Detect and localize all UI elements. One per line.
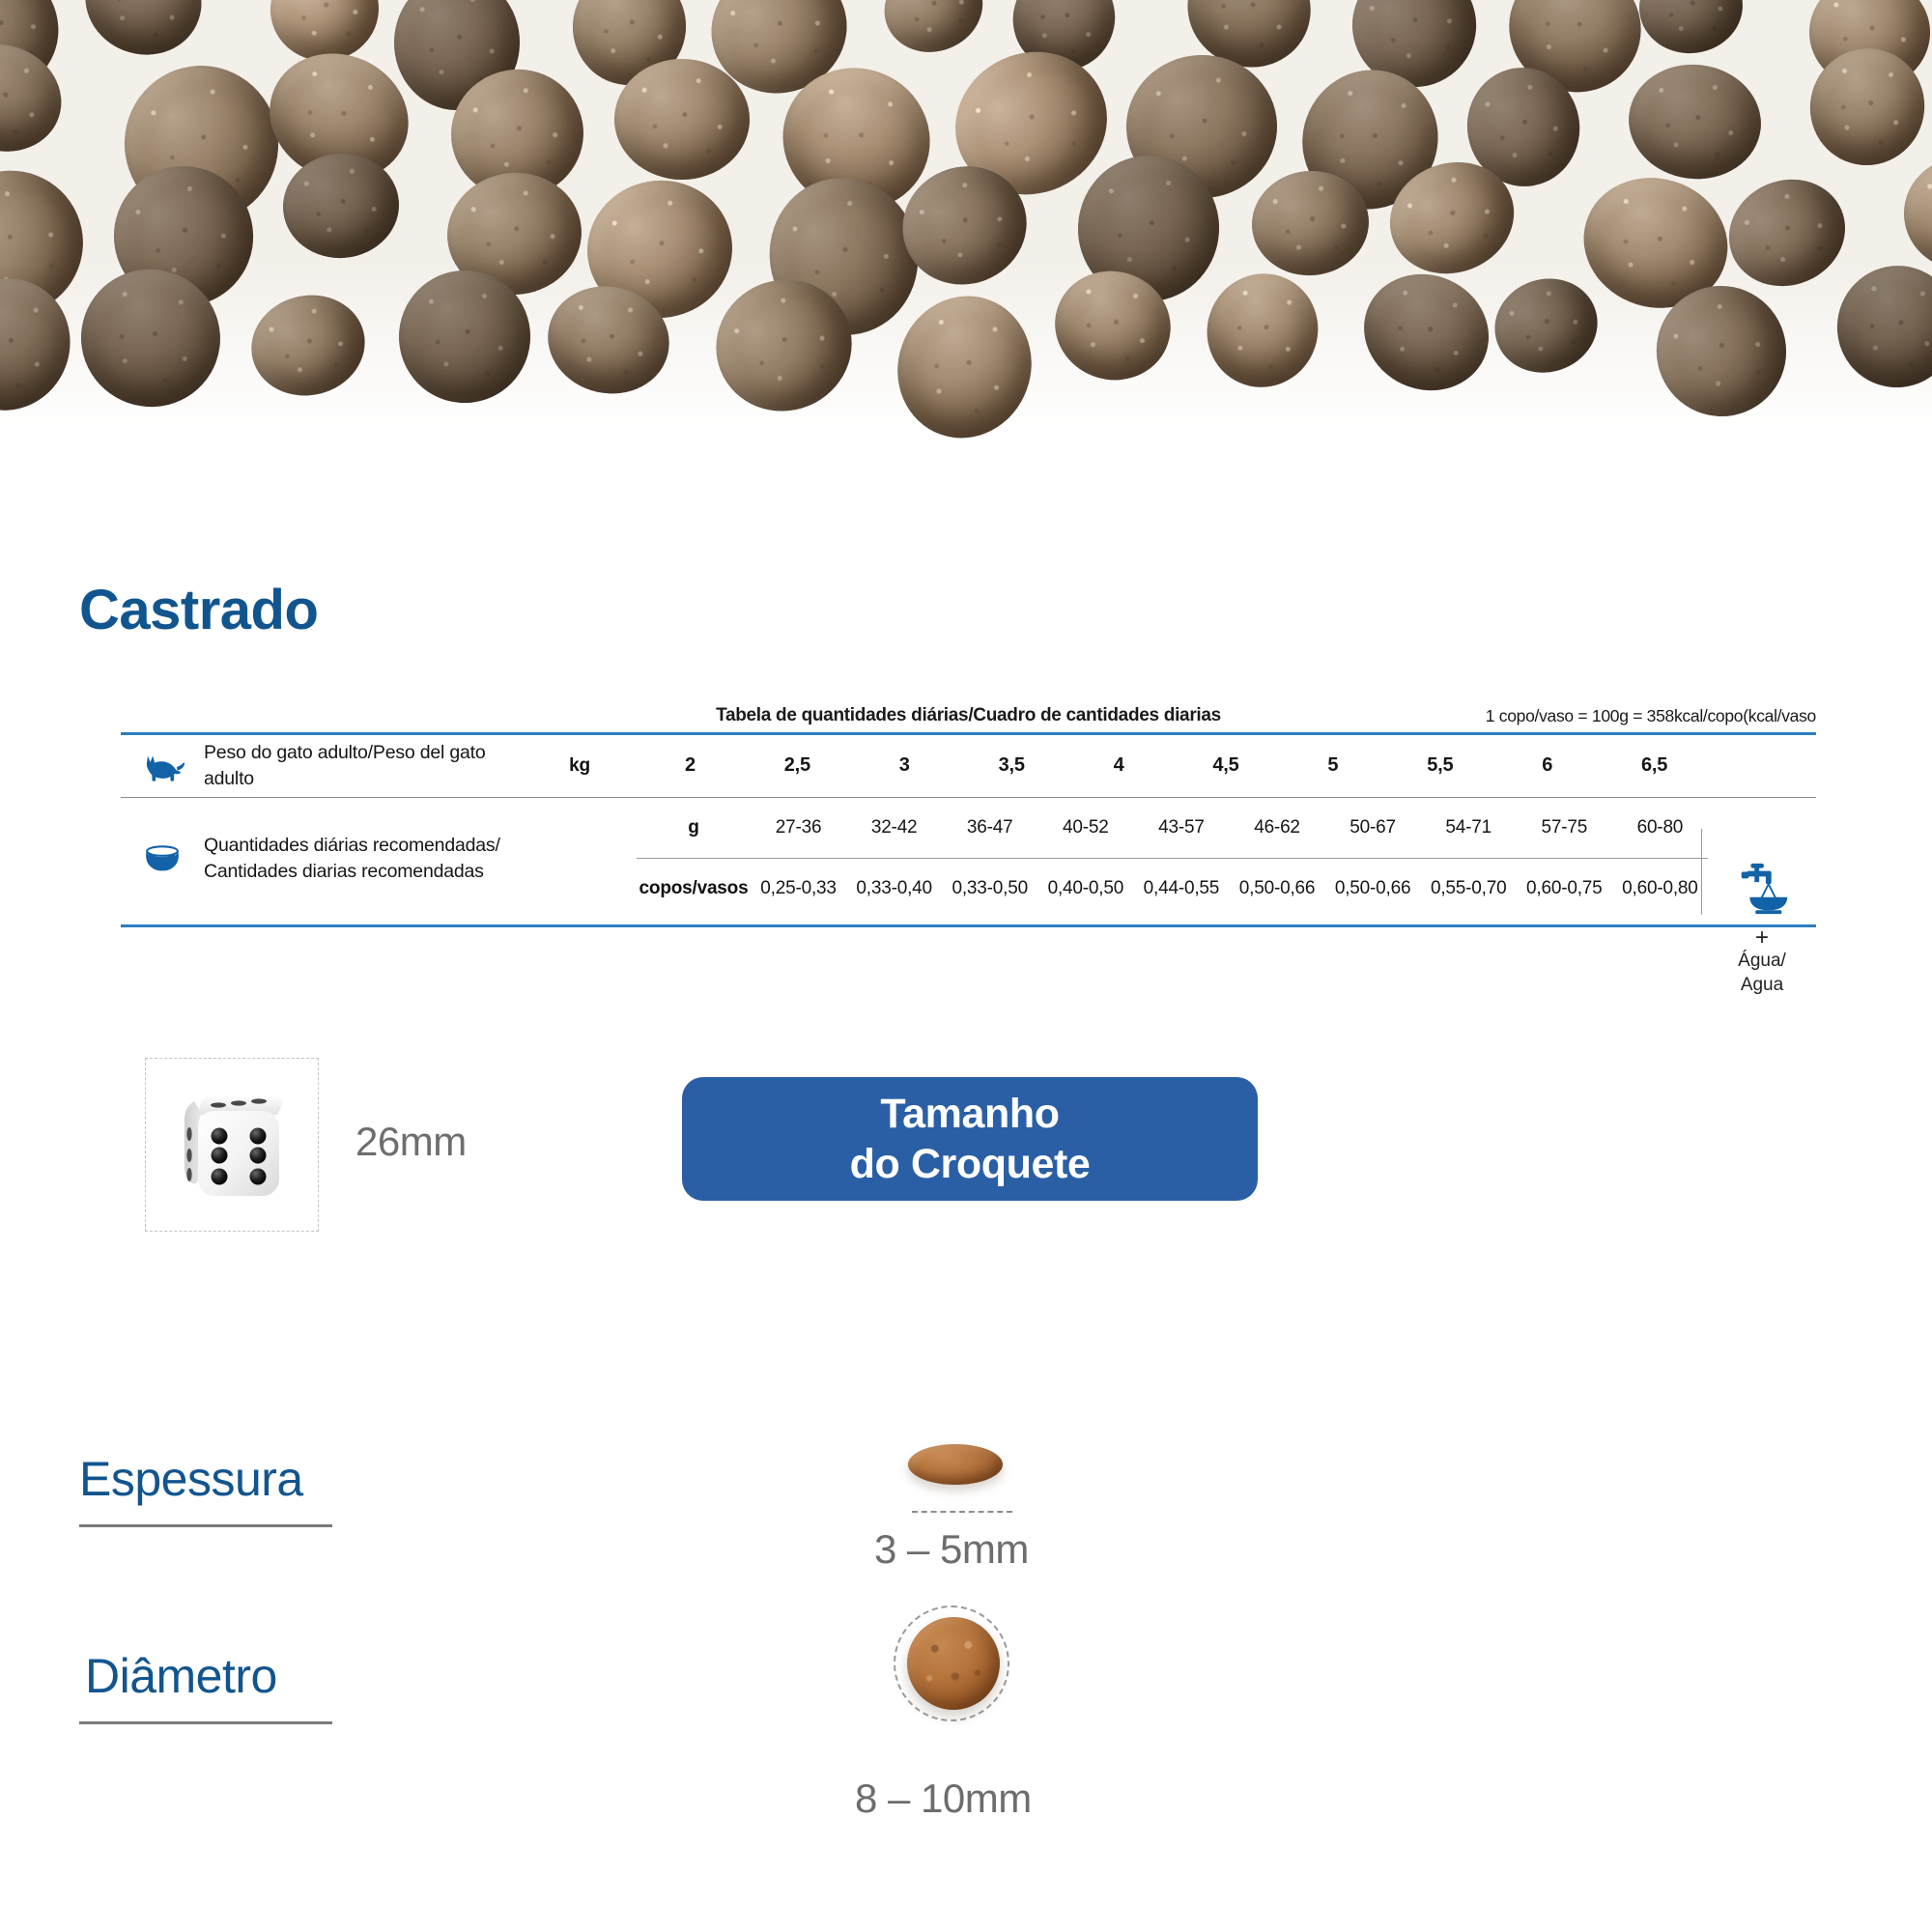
table-header-conversion: 1 copo/vaso = 100g = 358kcal/copo(kcal/v… bbox=[1485, 706, 1817, 725]
table-row-weight: Peso do gato adulto/Peso del gato adulto… bbox=[121, 735, 1816, 797]
water-column: + Água/ Agua bbox=[1708, 858, 1816, 997]
kibble-top-icon bbox=[907, 1617, 1000, 1710]
kibble-piece bbox=[1822, 250, 1932, 403]
food-bowl-icon bbox=[121, 842, 204, 875]
faucet-bowl-icon bbox=[1732, 858, 1792, 923]
grams-value: 54-71 bbox=[1445, 817, 1492, 838]
thickness-label: Espessura bbox=[79, 1452, 303, 1506]
kibble-texture bbox=[0, 0, 1932, 483]
cups-value: 0,44-0,55 bbox=[1143, 878, 1220, 899]
table-mid-rule bbox=[121, 796, 1816, 799]
water-label-line2: Agua bbox=[1740, 974, 1784, 995]
dice-reference-box bbox=[145, 1058, 319, 1232]
cups-value: 0,40-0,50 bbox=[1047, 878, 1124, 899]
weight-value: 2 bbox=[684, 754, 696, 776]
thickness-dash-line bbox=[912, 1511, 1012, 1513]
kibble-piece bbox=[870, 0, 996, 68]
amount-values-stack: g 27-36 32-42 36-47 40-52 43-57 46-62 50… bbox=[637, 798, 1816, 919]
grams-value: 46-62 bbox=[1254, 817, 1300, 838]
grams-value: 57-75 bbox=[1541, 817, 1588, 838]
table-top-rule bbox=[121, 732, 1816, 735]
cups-value: 0,50-0,66 bbox=[1238, 878, 1316, 899]
kibble-piece bbox=[70, 0, 216, 71]
cups-value: 0,55-0,70 bbox=[1430, 878, 1507, 899]
weight-value: 3 bbox=[898, 754, 910, 776]
grams-value: 27-36 bbox=[775, 817, 822, 838]
water-label: Água/ Agua bbox=[1738, 950, 1786, 997]
grams-value: 50-67 bbox=[1350, 817, 1396, 838]
kibble-piece bbox=[1622, 57, 1767, 186]
thickness-underline bbox=[79, 1524, 332, 1527]
weight-value: 4,5 bbox=[1212, 754, 1239, 776]
kibble-piece bbox=[1483, 265, 1610, 386]
dice-size-caption: 26mm bbox=[355, 1119, 467, 1164]
cups-value: 0,50-0,66 bbox=[1334, 878, 1411, 899]
weight-value: 5,5 bbox=[1427, 754, 1454, 776]
cat-icon bbox=[121, 750, 204, 782]
thickness-value: 3 – 5mm bbox=[874, 1526, 1029, 1572]
page-title: Castrado bbox=[79, 579, 319, 641]
water-plus-sign: + bbox=[1754, 924, 1769, 952]
dice-six-icon bbox=[177, 1086, 293, 1204]
kibble-piece bbox=[241, 283, 376, 408]
table-header: Tabela de quantidades diárias/Cuadro de … bbox=[121, 703, 1816, 732]
weight-value: 6 bbox=[1542, 754, 1553, 776]
weight-value: 6,5 bbox=[1641, 754, 1668, 776]
kibble-piece bbox=[613, 58, 751, 181]
diameter-value: 8 – 10mm bbox=[855, 1776, 1032, 1821]
kibble-side-icon bbox=[908, 1444, 1003, 1485]
diameter-underline bbox=[79, 1721, 332, 1724]
grams-value: 40-52 bbox=[1063, 817, 1109, 838]
grams-value: 32-42 bbox=[870, 817, 918, 838]
kibble-size-button[interactable]: Tamanho do Croquete bbox=[682, 1077, 1258, 1201]
kibble-piece bbox=[1712, 162, 1861, 305]
kibble-size-button-line2: do Croquete bbox=[849, 1141, 1091, 1187]
diameter-label: Diâmetro bbox=[85, 1649, 277, 1703]
hero-kibble-photo bbox=[0, 0, 1932, 483]
kibble-size-button-line1: Tamanho bbox=[880, 1090, 1060, 1137]
cups-value: 0,33-0,50 bbox=[952, 878, 1028, 899]
kibble-piece bbox=[1346, 254, 1509, 412]
cups-value: 0,60-0,80 bbox=[1622, 878, 1698, 899]
diameter-dashed-circle bbox=[894, 1605, 1009, 1721]
amount-label-line1: Quantidades diárias recomendadas/ bbox=[204, 835, 500, 857]
grams-cups-divider bbox=[637, 858, 1816, 860]
table-subrow-cups: copos/vasos 0,25-0,33 0,33-0,40 0,33-0,5… bbox=[637, 859, 1816, 919]
table-row-amount: Quantidades diárias recomendadas/ Cantid… bbox=[121, 798, 1816, 995]
kibble-piece bbox=[1904, 156, 1932, 270]
amount-label-line2: Cantidades diarias recomendadas bbox=[204, 860, 484, 882]
table-bottom-rule bbox=[121, 924, 1816, 927]
water-column-divider bbox=[1700, 829, 1702, 916]
kibble-piece bbox=[1634, 0, 1748, 60]
cups-value: 0,60-0,75 bbox=[1526, 878, 1603, 899]
weight-value: 5 bbox=[1327, 754, 1339, 776]
table-subrow-grams: g 27-36 32-42 36-47 40-52 43-57 46-62 50… bbox=[637, 798, 1816, 858]
weight-unit: kg bbox=[569, 754, 590, 776]
grams-value: 36-47 bbox=[966, 817, 1013, 838]
table-header-title: Tabela de quantidades diárias/Cuadro de … bbox=[716, 705, 1221, 725]
weight-value: 2,5 bbox=[783, 754, 810, 776]
water-label-line1: Água/ bbox=[1738, 951, 1786, 972]
weight-row-label: Peso do gato adulto/Peso del gato adulto bbox=[204, 742, 486, 789]
grams-value: 60-80 bbox=[1636, 817, 1684, 838]
grams-value: 43-57 bbox=[1158, 817, 1205, 838]
grams-unit: g bbox=[688, 817, 699, 838]
kibble-piece bbox=[1188, 256, 1336, 406]
amount-row-left: Quantidades diárias recomendadas/ Cantid… bbox=[121, 798, 637, 919]
weight-value: 4 bbox=[1113, 754, 1124, 776]
cups-unit: copos/vasos bbox=[639, 878, 749, 899]
amount-row-label: Quantidades diárias recomendadas/ Cantid… bbox=[204, 833, 523, 884]
cups-value: 0,33-0,40 bbox=[856, 878, 932, 899]
kibble-piece bbox=[878, 277, 1052, 457]
cups-value: 0,25-0,33 bbox=[760, 878, 837, 899]
weight-value: 3,5 bbox=[998, 754, 1025, 776]
feeding-table: Tabela de quantidades diárias/Cuadro de … bbox=[121, 703, 1816, 995]
